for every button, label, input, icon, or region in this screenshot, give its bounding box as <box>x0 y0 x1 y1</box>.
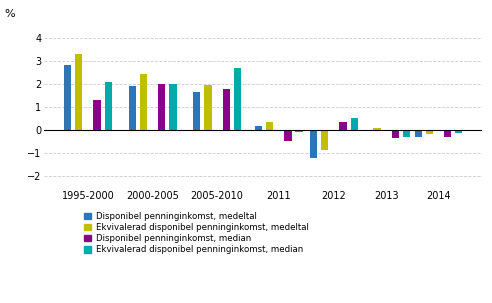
Bar <box>444 130 452 137</box>
Bar <box>351 118 358 130</box>
Bar <box>64 65 71 130</box>
Bar <box>373 128 381 130</box>
Bar <box>266 122 273 130</box>
Bar <box>415 130 422 137</box>
Bar <box>128 86 136 130</box>
Bar <box>284 130 292 141</box>
Bar <box>339 122 347 130</box>
Bar <box>255 126 262 130</box>
Bar <box>392 130 399 138</box>
Bar <box>362 130 369 132</box>
Bar <box>426 130 433 134</box>
Bar <box>234 68 241 130</box>
Bar <box>93 100 101 130</box>
Text: %: % <box>5 9 15 19</box>
Bar <box>321 130 329 150</box>
Bar <box>75 54 83 130</box>
Bar <box>310 130 317 158</box>
Bar <box>403 130 410 137</box>
Bar <box>140 74 147 130</box>
Bar <box>169 84 177 130</box>
Bar <box>158 84 165 130</box>
Bar <box>295 130 303 132</box>
Bar <box>105 82 112 130</box>
Legend: Disponibel penninginkomst, medeltal, Ekvivalerad disponibel penninginkomst, mede: Disponibel penninginkomst, medeltal, Ekv… <box>84 212 308 254</box>
Bar <box>222 89 230 130</box>
Bar <box>455 130 462 132</box>
Bar <box>204 85 212 130</box>
Bar <box>193 92 201 130</box>
